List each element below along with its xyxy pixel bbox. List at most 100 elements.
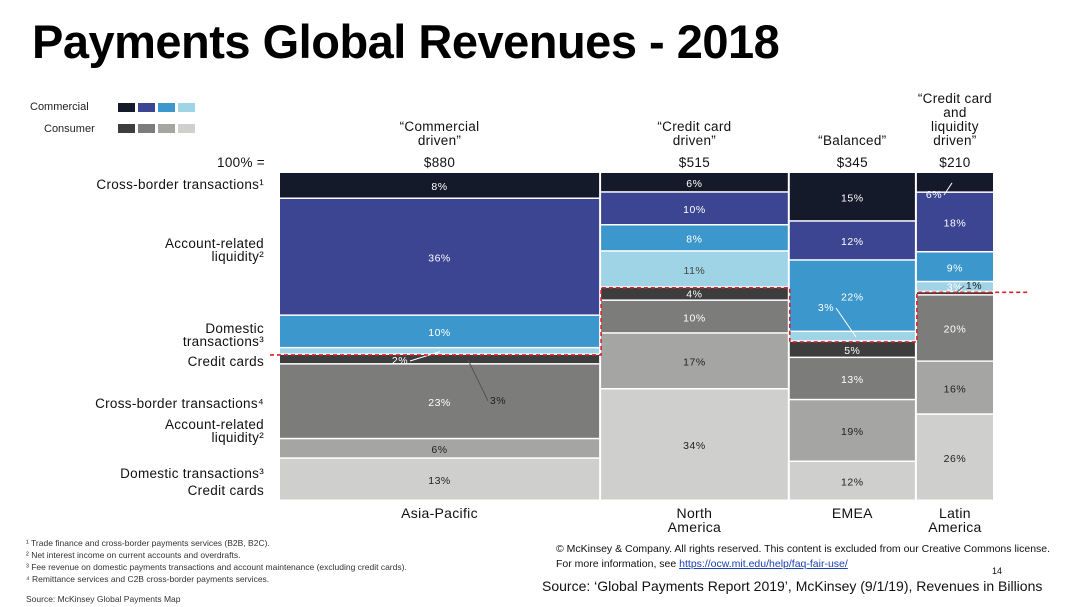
data-label-0-1: 36% [428, 252, 451, 264]
legend-swatch-commercial-1 [118, 103, 135, 112]
data-label-2-4: 5% [844, 345, 860, 357]
segment-2-2 [789, 260, 915, 331]
data-label-3-5: 20% [944, 324, 967, 336]
segment-2-0 [789, 173, 915, 221]
segment-1-4 [601, 287, 788, 300]
column-header-3-line-3: driven” [933, 133, 977, 148]
region-label-2-line-0: EMEA [831, 505, 873, 521]
data-label-0-5: 23% [428, 397, 451, 409]
callout-line-0-4 [467, 359, 489, 402]
legend-consumer-label: Consumer [44, 123, 95, 135]
callout-line-3-0 [943, 182, 953, 196]
row-label-consumer-credit-cards: Credit cards [187, 483, 264, 498]
legend-swatch-commercial-4 [178, 103, 195, 112]
column-total-2: $345 [836, 155, 868, 170]
segment-0-6 [280, 439, 600, 458]
row-label-consumer-domestic: Domestic transactions³ [120, 466, 264, 481]
slide-title: Payments Global Revenues - 2018 [32, 15, 780, 68]
data-label-3-7: 26% [944, 453, 967, 465]
column-total-1: $515 [678, 155, 711, 170]
fair-use-notice: For more information, see https://ocw.mi… [556, 558, 848, 570]
column-header-3-line-2: liquidity [931, 119, 979, 134]
legend-swatch-consumer-2 [138, 124, 155, 133]
data-label-1-7: 34% [683, 440, 706, 452]
segment-3-4 [916, 292, 993, 295]
data-label-1-0: 6% [686, 178, 702, 190]
data-label-1-4: 4% [686, 288, 702, 300]
segment-0-4 [280, 354, 600, 364]
data-label-2-5: 13% [841, 374, 864, 386]
data-label-3-1: 18% [944, 218, 967, 230]
segment-2-3 [789, 332, 915, 341]
chart-source: Source: McKinsey Global Payments Map [26, 594, 181, 604]
column-total-0: $880 [423, 155, 456, 170]
data-label-0-4: 3% [490, 395, 506, 407]
data-label-3-0: 6% [926, 189, 942, 201]
data-label-0-2: 10% [428, 327, 451, 339]
segment-3-0 [916, 173, 993, 192]
segment-3-7 [916, 414, 993, 500]
data-label-0-3: 2% [392, 355, 408, 367]
data-label-1-6: 17% [683, 357, 706, 369]
data-label-1-1: 10% [683, 204, 706, 216]
legend-swatch-consumer-4 [178, 124, 195, 133]
segment-3-6 [916, 361, 993, 414]
segment-3-1 [916, 192, 993, 251]
legend-swatch-consumer-1 [118, 124, 135, 133]
fair-use-prefix: For more information, see [556, 558, 680, 570]
data-label-0-7: 13% [428, 475, 451, 487]
row-label-commercial-domestic-line2: transactions³ [182, 334, 264, 349]
data-label-2-3: 3% [818, 302, 834, 314]
row-label-commercial-cross-border: Cross-border transactions¹ [96, 177, 264, 192]
callout-line-2-3 [835, 307, 857, 338]
segment-1-5 [601, 300, 788, 333]
region-label-3-line-0: Latin [938, 505, 971, 521]
row-label-consumer-cross-border: Cross-border transactions⁴ [95, 396, 264, 411]
segment-1-0 [601, 173, 788, 192]
data-label-3-2: 9% [947, 262, 963, 274]
row-label-commercial-account-line2: liquidity² [211, 249, 264, 264]
column-header-3-line-1: and [943, 105, 967, 120]
segment-0-2 [280, 315, 600, 347]
segment-1-2 [601, 225, 788, 251]
segment-1-3 [601, 251, 788, 287]
fair-use-link[interactable]: https://ocw.mit.edu/help/faq-fair-use/ [679, 558, 848, 570]
footnote-3: ³ Fee revenue on domestic payments trans… [26, 562, 407, 572]
data-label-2-2: 22% [841, 291, 864, 303]
column-header-3-line-0: “Credit card [917, 91, 992, 106]
commercial-consumer-divider [270, 287, 1030, 356]
data-label-3-4: 1% [966, 280, 982, 292]
segment-1-1 [601, 192, 788, 224]
data-label-2-0: 15% [841, 192, 864, 204]
column-header-1-line-1: driven” [672, 133, 717, 148]
segment-2-1 [789, 221, 915, 260]
legend-commercial-label: Commercial [30, 101, 89, 113]
region-label-3-line-1: America [928, 519, 982, 535]
column-header-1-line-0: “Credit card [657, 119, 732, 134]
segment-2-6 [789, 400, 915, 461]
segment-1-6 [601, 333, 788, 388]
segment-3-2 [916, 252, 993, 281]
segment-2-5 [789, 358, 915, 399]
segment-2-4 [789, 341, 915, 357]
row-label-consumer-account-line1: Account-related [164, 417, 264, 432]
region-label-0-line-0: Asia-Pacific [401, 505, 478, 521]
page-number: 14 [992, 566, 1003, 576]
column-header-0-line-1: driven” [417, 133, 462, 148]
row-label-consumer-account-line2: liquidity² [211, 430, 264, 445]
data-label-2-6: 19% [841, 426, 864, 438]
data-label-0-0: 8% [431, 181, 447, 193]
row-label-commercial-domestic-line1: Domestic [205, 321, 264, 336]
row-label-commercial-credit-cards: Credit cards [187, 354, 264, 369]
segment-3-3 [916, 282, 993, 291]
data-label-1-3: 11% [684, 265, 706, 277]
data-label-1-2: 8% [686, 234, 702, 246]
segment-1-7 [601, 389, 788, 500]
data-label-1-5: 10% [683, 312, 706, 324]
segment-0-1 [280, 199, 600, 315]
segment-0-0 [280, 173, 600, 198]
data-label-0-6: 6% [431, 444, 447, 456]
footnote-2: ² Net interest income on current account… [26, 550, 241, 560]
report-source: Source: ‘Global Payments Report 2019’, M… [542, 578, 1043, 594]
